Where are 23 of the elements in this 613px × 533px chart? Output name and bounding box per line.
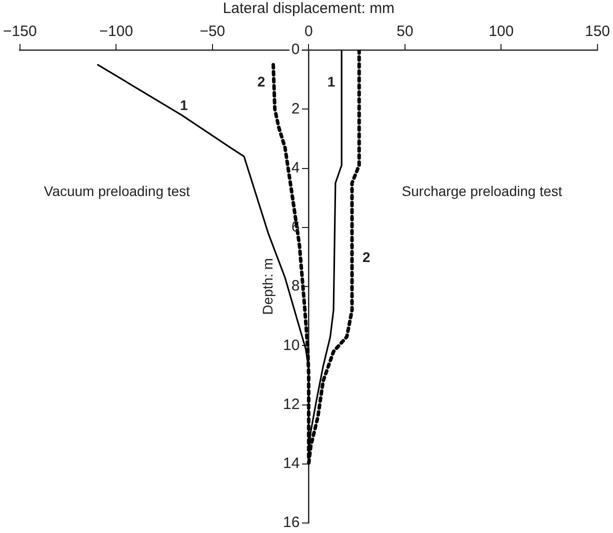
annotation: 2 [257, 73, 266, 90]
annotation: 1 [327, 73, 336, 90]
y-tick-label: 16 [283, 514, 300, 532]
x-tick-label: 100 [488, 23, 514, 40]
x-tick-label: 0 [304, 23, 313, 40]
annotation: 2 [362, 248, 371, 265]
y-tick-label: 2 [291, 100, 300, 118]
annotation: Vacuum preloading test [44, 182, 190, 199]
y-tick-label: 14 [283, 455, 300, 472]
x-tick-label: 50 [396, 23, 414, 40]
y-tick-label: 4 [291, 159, 300, 176]
x-tick-label: −50 [200, 23, 226, 40]
y-tick-label: 12 [283, 396, 300, 413]
y-axis-title: Depth: m [260, 258, 276, 315]
x-tick-label: −150 [2, 23, 37, 40]
y-tick-label: 10 [283, 336, 300, 354]
annotation: 1 [180, 97, 188, 114]
x-tick-label: −100 [99, 23, 134, 40]
y-tick-label: 0 [291, 41, 300, 58]
x-axis-title: Lateral displacement: mm [222, 0, 395, 18]
annotation: Surcharge preloading test [402, 182, 562, 199]
y-tick-label: 8 [291, 278, 300, 295]
x-tick-label: 150 [584, 23, 610, 40]
